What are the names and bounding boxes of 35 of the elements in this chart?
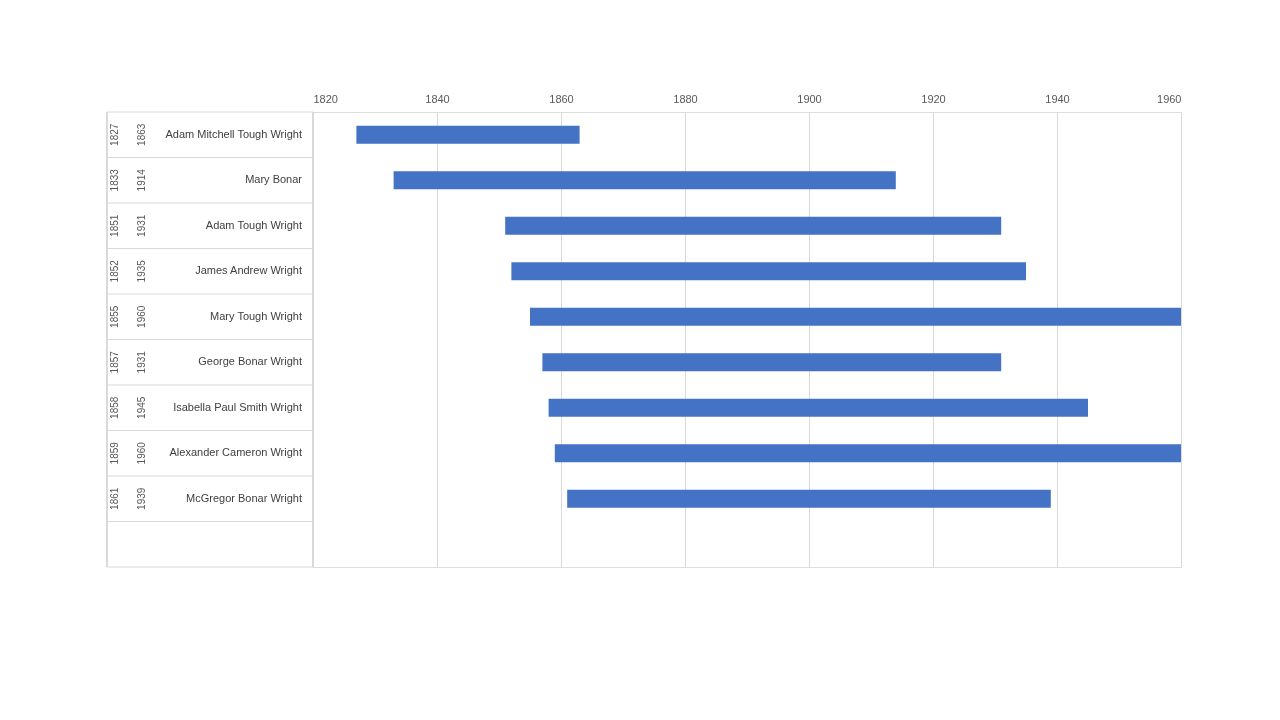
y-tick-label: Adam Mitchell Tough Wright bbox=[165, 127, 302, 140]
text: 1859 bbox=[109, 441, 120, 465]
text: 1827 bbox=[109, 123, 120, 146]
text: 1855 bbox=[109, 305, 120, 328]
x-tick-label: 1900 bbox=[797, 92, 822, 105]
y-tick-label: McGregor Bonar Wright bbox=[186, 491, 302, 504]
x-tick-label: 1820 bbox=[313, 92, 338, 105]
x-tick-label: 1940 bbox=[1045, 92, 1070, 105]
text: 1851 bbox=[109, 214, 120, 237]
text: 1960 bbox=[136, 305, 147, 328]
y-tick-label: Adam Tough Wright bbox=[205, 218, 302, 231]
text: 1945 bbox=[136, 396, 147, 419]
y-tick-label: Mary Bonar bbox=[245, 173, 303, 186]
text: 1960 bbox=[136, 441, 147, 465]
text: 1939 bbox=[136, 487, 147, 510]
y-tick-label: Isabella Paul Smith Wright bbox=[173, 400, 302, 413]
text: 1935 bbox=[136, 259, 147, 283]
x-tick-label: 1880 bbox=[673, 92, 698, 105]
x-tick-label: 1840 bbox=[425, 92, 450, 105]
y-tick-label: George Bonar Wright bbox=[198, 355, 302, 368]
text: 1931 bbox=[136, 350, 147, 374]
y-tick-label: James Andrew Wright bbox=[195, 264, 302, 277]
x-tick-label: 1860 bbox=[549, 92, 574, 105]
text: 1863 bbox=[136, 123, 147, 146]
x-tick-label: 1920 bbox=[921, 92, 946, 105]
text: 1857 bbox=[109, 350, 120, 374]
text: 1858 bbox=[109, 396, 120, 419]
y-tick-label: Mary Tough Wright bbox=[210, 309, 302, 322]
text: 1861 bbox=[109, 487, 120, 510]
y-tick-label: Alexander Cameron Wright bbox=[169, 446, 302, 459]
text: 1852 bbox=[109, 259, 120, 283]
text: 1914 bbox=[136, 168, 147, 192]
text: 1931 bbox=[136, 214, 147, 237]
text: 1833 bbox=[109, 168, 120, 192]
x-tick-label: 1960 bbox=[1157, 92, 1182, 105]
